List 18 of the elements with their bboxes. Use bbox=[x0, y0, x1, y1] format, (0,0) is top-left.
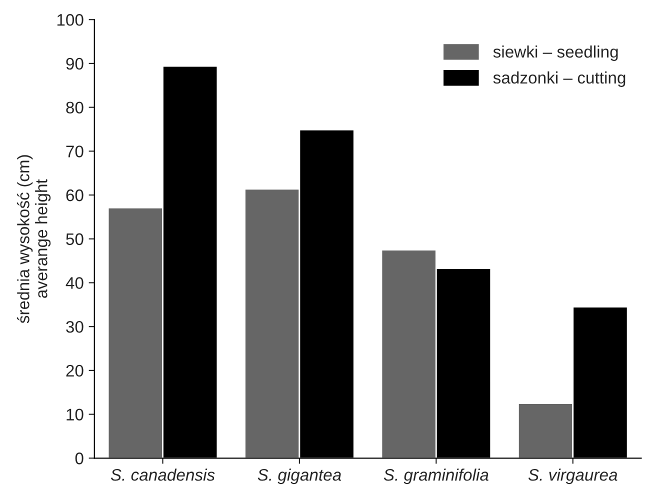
y-tick-label: 50 bbox=[66, 233, 84, 246]
y-tick-label: 30 bbox=[66, 320, 84, 333]
y-tick-label: 20 bbox=[66, 364, 84, 377]
x-tick-label: S. graminifolia bbox=[384, 468, 488, 484]
y-tick-label: 80 bbox=[66, 102, 84, 114]
y-tick-label: 60 bbox=[66, 189, 84, 202]
y-tick-label: 100 bbox=[57, 14, 84, 26]
x-tick-label: S. gigantea bbox=[258, 468, 342, 484]
y-tick-label: 10 bbox=[66, 408, 84, 420]
y-tick-label: 90 bbox=[66, 58, 84, 70]
y-tick-label: 70 bbox=[66, 146, 84, 158]
y-tick-label: 40 bbox=[66, 277, 84, 289]
x-tick-label: S. virgaurea bbox=[528, 468, 618, 484]
legend-label: sadzonki – cutting bbox=[493, 71, 626, 87]
y-axis-title: średnia wysokość (cm) averange height bbox=[16, 155, 51, 324]
y-tick-label: 0 bbox=[75, 452, 84, 464]
legend-label: siewki – seedling bbox=[493, 45, 618, 61]
x-tick-label: S. canadensis bbox=[110, 468, 215, 481]
